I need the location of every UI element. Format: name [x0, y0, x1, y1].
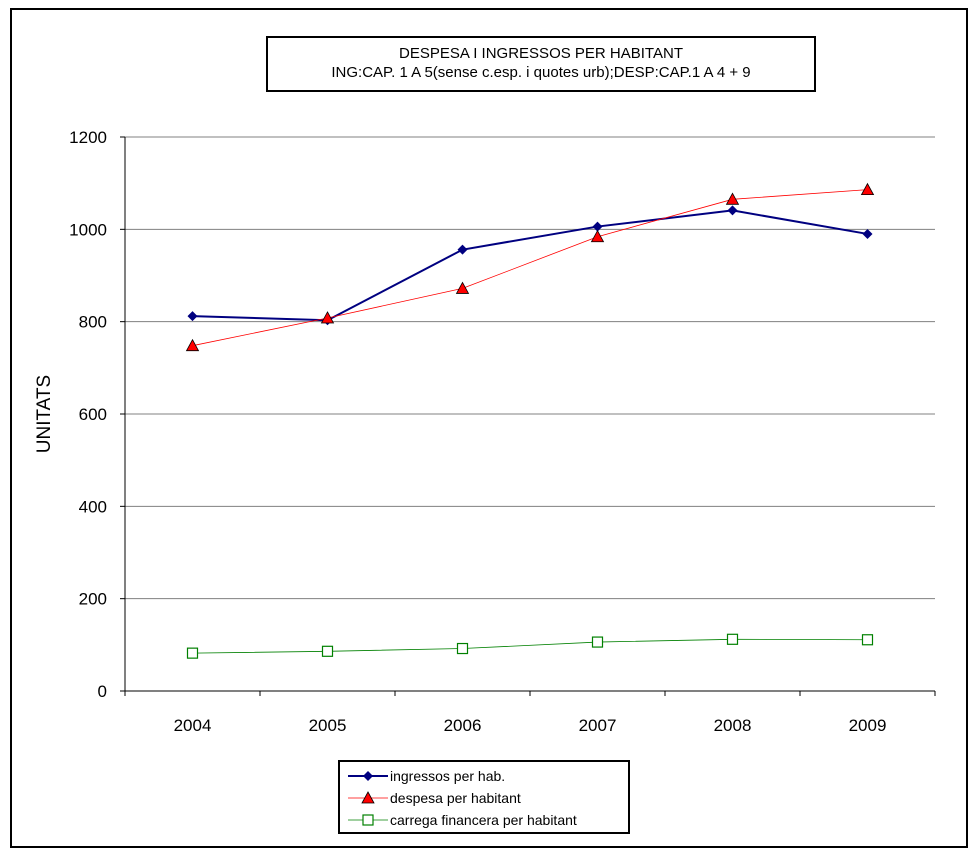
chart-title-box: DESPESA I INGRESSOS PER HABITANT ING:CAP…	[266, 36, 816, 92]
y-axis-title: UNITATS	[34, 375, 55, 453]
data-point	[455, 281, 470, 294]
data-point	[862, 228, 873, 239]
chart-subtitle: ING:CAP. 1 A 5(sense c.esp. i quotes urb…	[331, 64, 751, 81]
series-line-2	[192, 638, 868, 654]
data-point	[725, 192, 740, 205]
data-point	[457, 244, 468, 255]
series-line-1	[192, 189, 868, 347]
legend-item-despesa: despesa per habitant	[340, 788, 628, 808]
x-tick-label: 2005	[309, 716, 347, 735]
data-point	[456, 642, 469, 655]
legend-square-icon	[348, 814, 388, 826]
y-tick-label: 800	[79, 313, 107, 332]
data-point	[320, 311, 335, 324]
y-tick-label: 600	[79, 405, 107, 424]
x-tick-label: 2007	[579, 716, 617, 735]
data-point	[591, 636, 604, 648]
x-tick-label: 2009	[849, 716, 887, 735]
chart-legend: ingressos per hab. despesa per habitant …	[338, 760, 630, 834]
data-point	[321, 645, 334, 657]
legend-label-despesa: despesa per habitant	[390, 790, 521, 806]
legend-triangle-icon	[348, 791, 388, 804]
legend-diamond-icon	[348, 771, 388, 781]
x-tick-label: 2008	[714, 716, 752, 735]
data-point	[861, 634, 874, 646]
data-point	[186, 647, 199, 659]
y-tick-label: 400	[79, 497, 107, 516]
data-point	[590, 229, 605, 243]
x-tick-label: 2006	[444, 716, 482, 735]
y-tick-label: 1000	[69, 220, 107, 239]
data-point	[726, 633, 739, 645]
legend-label-carrega: carrega financera per habitant	[390, 812, 577, 828]
data-point	[860, 182, 875, 196]
y-tick-label: 0	[98, 682, 107, 701]
x-tick-label: 2004	[174, 716, 212, 735]
data-point	[185, 338, 200, 352]
data-point	[187, 311, 198, 322]
legend-item-carrega: carrega financera per habitant	[340, 810, 628, 830]
y-tick-label: 1200	[69, 128, 107, 147]
legend-item-ingressos: ingressos per hab.	[340, 766, 628, 786]
data-point	[727, 205, 738, 216]
y-tick-label: 200	[79, 590, 107, 609]
data-point	[592, 221, 603, 232]
legend-label-ingressos: ingressos per hab.	[390, 768, 506, 784]
chart-frame	[10, 8, 968, 848]
series-line-0	[192, 209, 868, 322]
chart-title: DESPESA I INGRESSOS PER HABITANT	[399, 45, 683, 62]
